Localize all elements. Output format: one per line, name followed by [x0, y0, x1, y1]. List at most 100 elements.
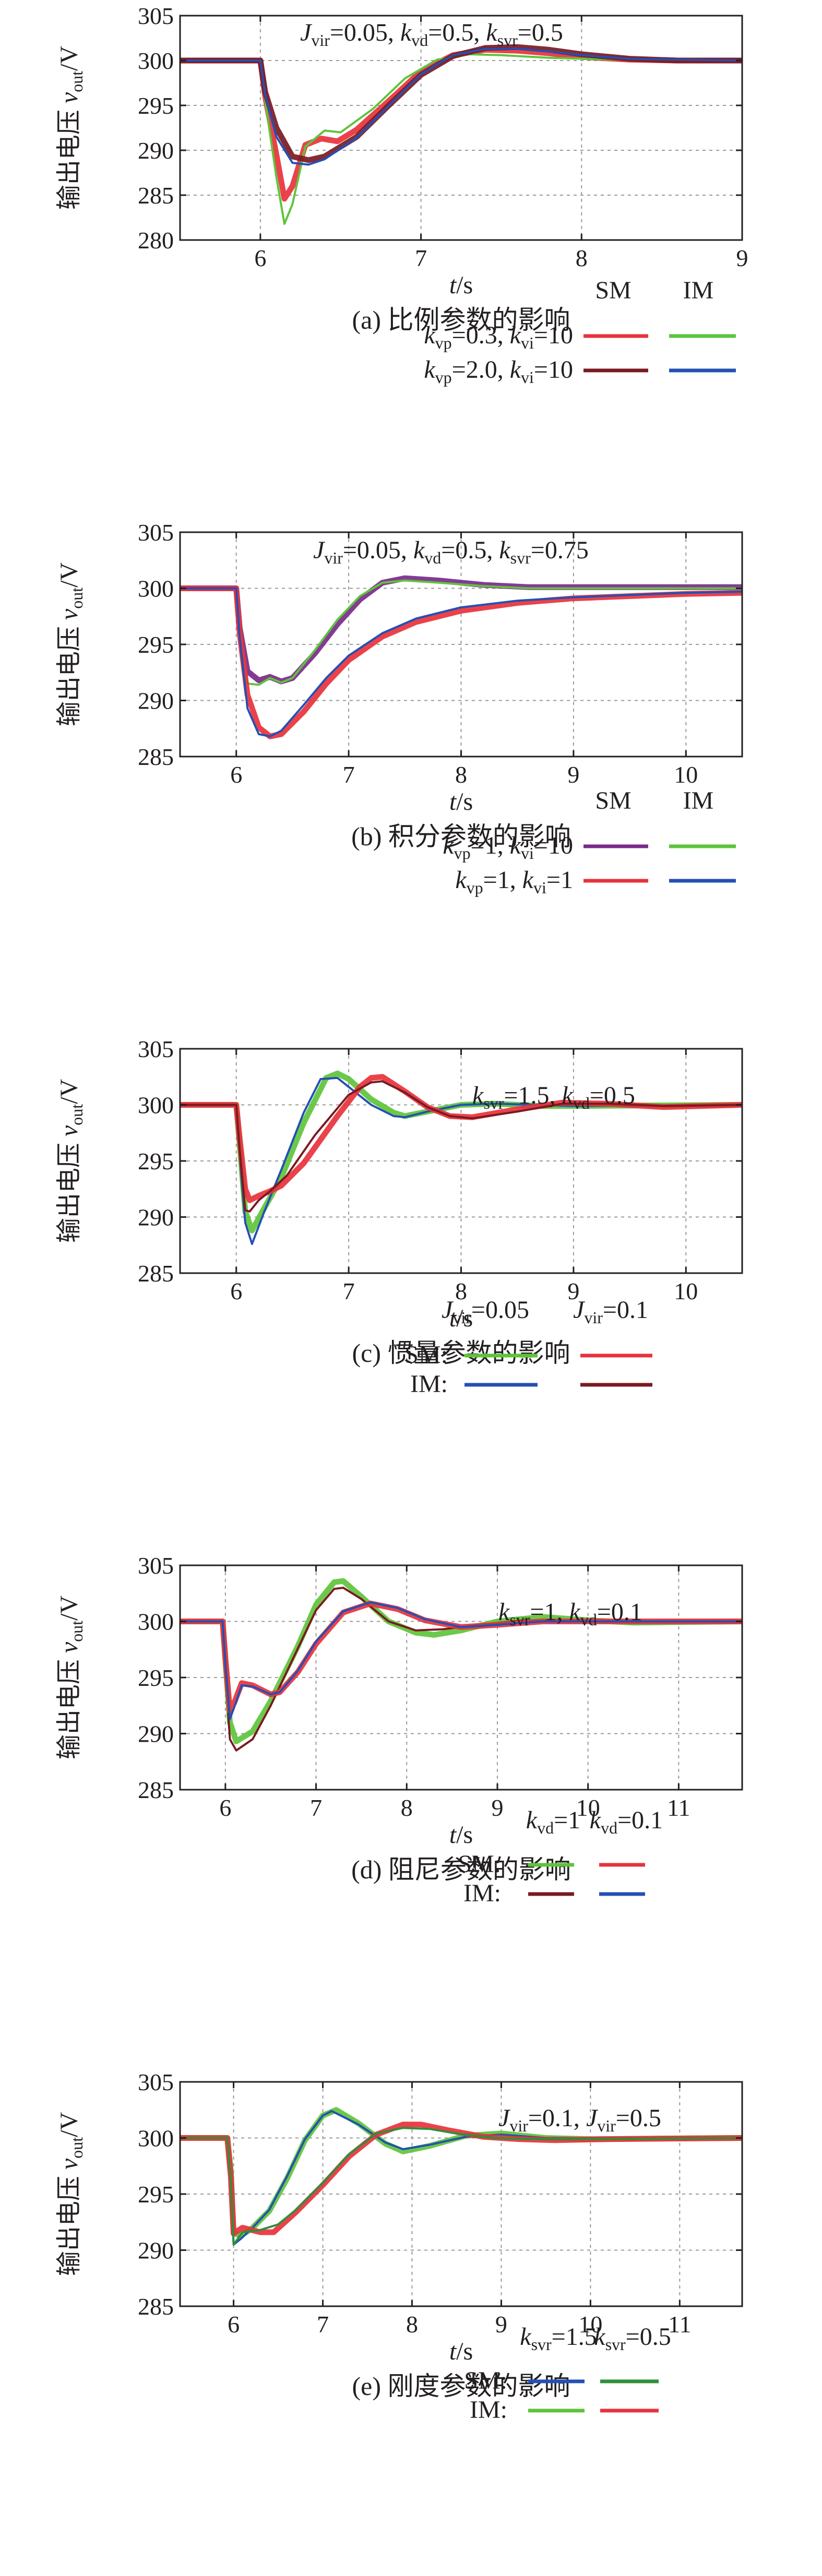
y-tick-label: 305: [138, 2069, 174, 2095]
y-axis-label-var: v: [55, 608, 83, 620]
x-axis-label-unit: /s: [456, 271, 473, 299]
x-axis-label-unit: /s: [456, 1821, 473, 1849]
series-line-4: [180, 47, 742, 166]
legend-row-label-part: k: [455, 866, 467, 894]
series-group: [180, 1578, 742, 1752]
param-annotation-part: J: [313, 536, 326, 564]
y-tick-label: 300: [138, 47, 174, 74]
series-line-4: [180, 2127, 742, 2246]
x-tick-label: 9: [567, 1278, 579, 1304]
x-tick-label: 7: [415, 245, 427, 271]
legend-column-header-part: =0.05: [471, 1296, 529, 1324]
legend-column-header-part: vir: [584, 1308, 603, 1327]
param-annotation-part: svr: [509, 1610, 530, 1629]
series-line-3: [180, 1600, 742, 1714]
x-tick-label: 10: [674, 761, 698, 788]
legend-row-label-part: =1,: [483, 866, 522, 894]
legend-row-label-part: =10: [534, 321, 573, 349]
legend-row-label-part: =10: [534, 832, 573, 859]
plot-frame: [179, 15, 743, 241]
y-tick-label: 290: [138, 2237, 174, 2264]
y-axis-label-sub: out: [67, 2137, 86, 2159]
legend-column-header: SM: [595, 787, 631, 814]
param-annotation-part: =0.1,: [528, 2104, 586, 2132]
x-tick-label: 9: [736, 245, 748, 271]
y-axis-label: 输出电压 vout/V: [55, 1596, 86, 1760]
param-annotation-part: vd: [411, 31, 428, 50]
series-line-2: [180, 1587, 742, 1752]
legend-row-label: SM:: [404, 1341, 448, 1369]
x-tick-label: 8: [406, 2311, 418, 2338]
y-axis-label-var: v: [55, 92, 83, 103]
legend-row-label-part: vp: [435, 333, 452, 352]
legend-column-header-part: vir: [452, 1308, 471, 1327]
param-annotation-part: =0.5: [616, 2104, 661, 2132]
series-line-4: [180, 587, 742, 738]
y-axis-label-main: 输出电压: [55, 1136, 83, 1243]
legend-row-label-part: IM:: [410, 1370, 448, 1398]
legend-column-header: Jvir=0.1: [573, 1296, 648, 1327]
legend-row-label-part: vi: [521, 844, 534, 862]
legend-row-label: SM:: [464, 2367, 507, 2394]
series-line-4: [180, 1601, 742, 1720]
y-axis-label-var: v: [55, 2158, 83, 2170]
x-tick-label: 8: [576, 245, 588, 271]
param-annotation-part: =1,: [530, 1598, 569, 1626]
chart-panel-1: 6 7 8 9 280 285 290 295 300 305 输出电压 vout/V t/s (a) …: [55, 3, 748, 387]
y-tick-label: 290: [138, 137, 174, 164]
legend-row-label-part: IM:: [463, 1879, 501, 1907]
legend-row-label-part: k: [522, 866, 534, 894]
legend-column-header-part: k: [594, 2323, 606, 2351]
param-annotation-part: =0.05,: [330, 19, 400, 46]
y-axis-label-var: v: [55, 1642, 83, 1653]
legend-row-label: kvp=0.3, kvi=10: [424, 321, 573, 352]
param-annotation: ksvr=1.5, kvd=0.5: [472, 1082, 635, 1112]
legend-row-label-part: k: [424, 356, 436, 384]
figure-caption: (e) 刚度参数的影响: [352, 2371, 570, 2401]
param-annotation: Jvir=0.05, kvd=0.5, ksvr=0.5: [300, 19, 563, 50]
legend-column-header-part: svr: [531, 2335, 552, 2354]
legend-row-label: kvp=2.0, kvi=10: [424, 356, 573, 387]
legend-column-header: Jvir=0.05: [442, 1296, 529, 1327]
param-annotation: ksvr=1, kvd=0.1: [498, 1598, 642, 1629]
y-axis-label-unit: /V: [55, 1079, 83, 1104]
y-axis-label-main: 输出电压: [55, 2170, 83, 2276]
legend-row-label-part: =0.3,: [452, 321, 510, 349]
legend-column-header-part: svr: [605, 2335, 626, 2354]
param-annotation-part: J: [586, 2104, 599, 2132]
y-tick-label: 300: [138, 1609, 174, 1635]
figure-caption: (b) 积分参数的影响: [351, 822, 571, 851]
legend-column-header-part: =0.1: [617, 1806, 663, 1834]
x-axis-label: t/s: [449, 2338, 473, 2365]
legend-column-header: ksvr=1.5: [520, 2323, 597, 2354]
legend-row-label-part: SM:: [404, 1341, 448, 1369]
x-tick-label: 7: [317, 2311, 329, 2338]
chart-panel-3: 6 7 8 9 10 285 290 295 300 305 输出电压 vout/V t/s (c) 惯…: [55, 1036, 743, 1398]
x-axis-label-var: t: [449, 2338, 457, 2365]
legend-row-label-part: vi: [533, 878, 546, 897]
y-tick-label: 305: [138, 3, 174, 29]
param-annotation-part: =0.5,: [441, 536, 499, 564]
y-axis-label-unit: /V: [55, 1596, 83, 1621]
y-tick-label: 300: [138, 1092, 174, 1119]
x-tick-label: 8: [455, 1278, 467, 1304]
y-tick-label: 285: [138, 1777, 174, 1803]
series-group: [180, 2107, 742, 2246]
y-axis-label: 输出电压 vout/V: [55, 2112, 86, 2277]
param-annotation-part: =0.75: [531, 536, 589, 564]
y-tick-label: 305: [138, 1552, 174, 1579]
legend-column-header: IM: [683, 277, 714, 304]
param-annotation-part: vd: [580, 1610, 597, 1629]
y-axis-label-unit: /V: [55, 46, 83, 71]
series-line-2: [180, 53, 742, 225]
series-line-2: [180, 1076, 742, 1245]
legend-column-header: SM: [595, 277, 631, 304]
x-axis-label: t/s: [449, 271, 473, 299]
legend-row-label-part: k: [510, 356, 522, 384]
y-tick-label: 300: [138, 576, 174, 602]
series-line-3: [180, 585, 742, 739]
param-annotation-part: =1.5,: [504, 1082, 562, 1109]
y-axis-label-sub: out: [67, 1104, 86, 1125]
